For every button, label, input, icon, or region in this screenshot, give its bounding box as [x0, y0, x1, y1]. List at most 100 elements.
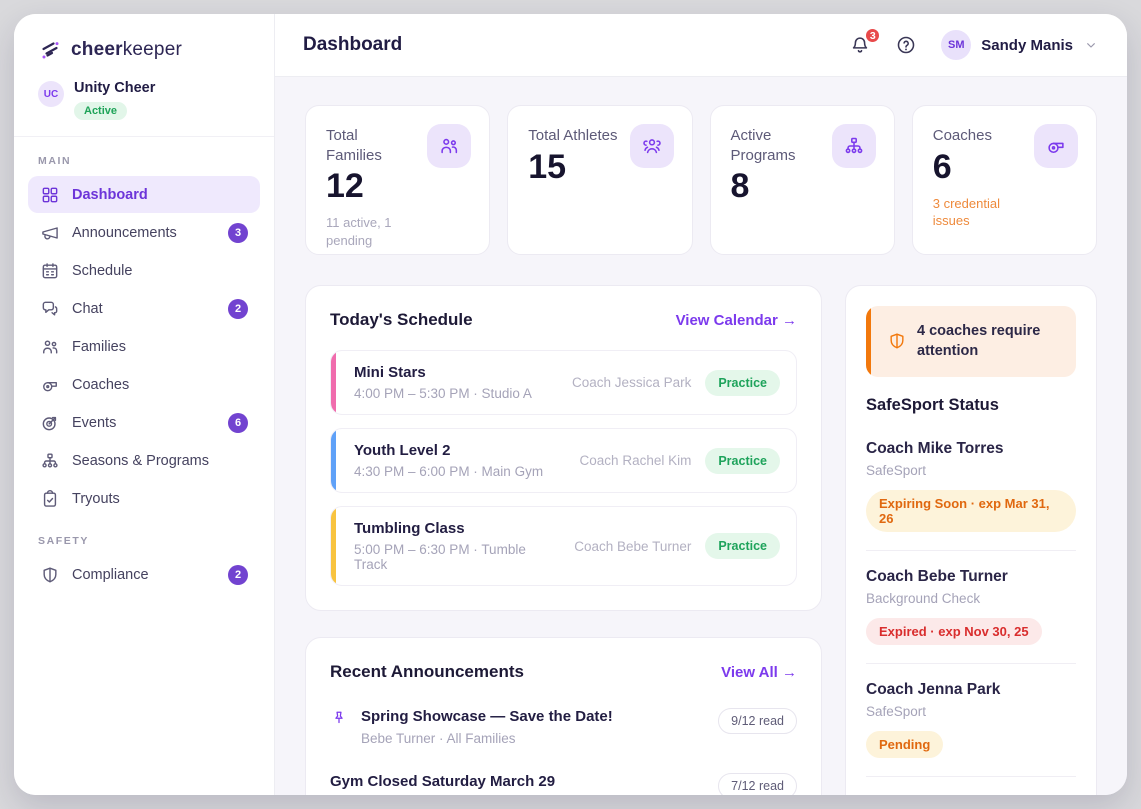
class-time-location: 5:00 PM – 6:30 PM · Tumble Track — [354, 542, 526, 572]
sidebar-item-announcements[interactable]: Announcements 3 — [28, 214, 260, 251]
class-name: Youth Level 2 — [354, 442, 451, 459]
stat-card-active-programs: Active Programs 8 — [709, 105, 895, 255]
user-menu[interactable]: SM Sandy Manis — [941, 30, 1099, 60]
class-name: Mini Stars — [354, 364, 426, 381]
brand-logo: cheerkeeper — [28, 34, 260, 66]
class-time-location: 4:30 PM – 6:00 PM · Main Gym — [354, 464, 544, 479]
credential-status-badge: Pending — [866, 730, 944, 758]
stat-value: 8 — [730, 167, 750, 205]
stat-value: 12 — [326, 167, 364, 205]
sidebar-divider — [14, 136, 274, 137]
credential-type: SafeSport — [866, 703, 927, 719]
sidebar-section-safety: SAFETY — [38, 535, 90, 547]
class-coach: Coach Bebe Turner — [574, 538, 692, 554]
chevron-down-icon — [1083, 37, 1099, 53]
sidebar-item-schedule[interactable]: Schedule — [28, 252, 260, 289]
hierarchy-icon — [40, 451, 60, 471]
sidebar: cheerkeeper UC Unity Cheer Active MAIN D… — [14, 14, 275, 795]
sidebar-item-tryouts[interactable]: Tryouts — [28, 480, 260, 517]
safesport-entry-coach-bebe-turner: Coach Bebe Turner Background Check Expir… — [866, 551, 1076, 664]
safesport-status-title: SafeSport Status — [866, 395, 999, 414]
org-status-badge: Active — [74, 102, 128, 120]
stat-label: Coaches — [932, 127, 992, 144]
sidebar-item-seasons-programs[interactable]: Seasons & Programs — [28, 442, 260, 479]
sidebar-item-families[interactable]: Families — [28, 328, 260, 365]
whistle-icon — [1034, 124, 1078, 168]
coach-name: Coach David Lee — [866, 794, 1076, 795]
megaphone-icon — [40, 223, 60, 243]
announcement-title: Spring Showcase — Save the Date! — [361, 708, 613, 725]
safesport-list: Coach Mike Torres SafeSport Expiring Soo… — [866, 423, 1076, 795]
practice-badge: Practice — [705, 369, 780, 396]
sidebar-section-main: MAIN — [38, 155, 72, 167]
count-badge: 6 — [228, 412, 248, 433]
topbar: Dashboard 3 SM Sandy Manis — [275, 14, 1127, 77]
alert-text: 4 coaches require attention — [917, 323, 1041, 360]
practice-badge: Practice — [705, 447, 780, 474]
recent-announcements-card: Recent Announcements View All → Spring S… — [305, 637, 822, 795]
chat-icon — [40, 299, 60, 319]
todays-schedule-card: Today's Schedule View Calendar → Mini St… — [305, 285, 822, 611]
coach-name: Coach Bebe Turner — [866, 567, 1008, 585]
shield-icon — [887, 331, 907, 351]
stat-subtext: 3 credential issues — [932, 195, 1000, 229]
coach-name: Coach Mike Torres — [866, 439, 1004, 457]
sidebar-item-coaches[interactable]: Coaches — [28, 366, 260, 403]
dashboard-content: Total Families 12 11 active, 1 pending T… — [275, 77, 1127, 795]
stat-label: Active Programs — [730, 127, 796, 164]
stats-row: Total Families 12 11 active, 1 pending T… — [305, 105, 1097, 255]
schedule-item-youth-level-2[interactable]: Youth Level 2 4:30 PM – 6:00 PM · Main G… — [330, 428, 797, 493]
notification-count-badge: 3 — [864, 27, 882, 44]
dashboard-grid-icon — [40, 185, 60, 205]
sidebar-item-dashboard[interactable]: Dashboard — [28, 176, 260, 213]
read-count-pill: 9/12 read — [718, 708, 797, 734]
announcement-item-gym-closed-saturday-march-29[interactable]: Gym Closed Saturday March 29 7/12 read — [330, 773, 797, 795]
stat-label: Total Families — [326, 127, 382, 164]
count-badge: 2 — [228, 564, 248, 585]
schedule-accent-bar — [331, 429, 336, 492]
app-window: cheerkeeper UC Unity Cheer Active MAIN D… — [14, 14, 1127, 795]
stat-subtext: 11 active, 1 pending — [326, 215, 392, 248]
help-button[interactable] — [895, 34, 917, 56]
clipboard-icon — [40, 489, 60, 509]
sidebar-item-chat[interactable]: Chat 2 — [28, 290, 260, 327]
credential-type: Background Check — [866, 590, 981, 606]
notifications-button[interactable]: 3 — [849, 27, 882, 56]
calendar-icon — [40, 261, 60, 281]
class-coach: Coach Rachel Kim — [579, 453, 692, 468]
schedule-item-tumbling-class[interactable]: Tumbling Class 5:00 PM – 6:30 PM · Tumbl… — [330, 506, 797, 586]
user-name: Sandy Manis — [981, 36, 1073, 54]
stat-value: 6 — [932, 147, 952, 186]
page-title: Dashboard — [303, 34, 403, 55]
main-area: Dashboard 3 SM Sandy Manis Total Familie… — [275, 14, 1127, 795]
schedule-item-mini-stars[interactable]: Mini Stars 4:00 PM – 5:30 PM · Studio A … — [330, 350, 797, 415]
practice-badge: Practice — [705, 533, 780, 559]
read-count-pill: 7/12 read — [718, 773, 797, 795]
safesport-entry-coach-mike-torres: Coach Mike Torres SafeSport Expiring Soo… — [866, 423, 1076, 551]
hierarchy-icon — [831, 124, 876, 168]
announcement-item-spring-showcase-save-the-date[interactable]: Spring Showcase — Save the Date! Bebe Tu… — [330, 708, 797, 746]
left-column: Today's Schedule View Calendar → Mini St… — [305, 285, 822, 795]
sidebar-item-compliance[interactable]: Compliance 2 — [28, 556, 260, 593]
sidebar-nav-main: Dashboard Announcements 3 Schedule Chat … — [28, 176, 260, 517]
sidebar-item-events[interactable]: Events 6 — [28, 404, 260, 441]
coaches-attention-alert: 4 coaches require attention — [866, 306, 1076, 377]
org-name: Unity Cheer — [74, 80, 156, 96]
announcement-meta: Bebe Turner · All Families — [361, 731, 516, 746]
org-avatar: UC — [38, 81, 64, 107]
bell-icon — [849, 34, 871, 56]
view-calendar-link[interactable]: View Calendar → — [675, 311, 797, 329]
shield-icon — [40, 565, 60, 585]
class-coach: Coach Jessica Park — [572, 375, 692, 390]
pin-icon — [330, 709, 348, 727]
brand-name: cheerkeeper — [71, 39, 182, 60]
credential-type: SafeSport — [866, 462, 927, 478]
announcements-title: Recent Announcements — [330, 662, 524, 681]
count-badge: 2 — [228, 298, 248, 319]
announcements-list: Spring Showcase — Save the Date! Bebe Tu… — [330, 708, 797, 795]
safesport-entry-coach-jenna-park: Coach Jenna Park SafeSport Pending — [866, 664, 1076, 777]
user-avatar: SM — [941, 30, 972, 60]
view-all-link[interactable]: View All → — [721, 663, 797, 681]
schedule-accent-bar — [331, 351, 336, 414]
stat-card-total-athletes: Total Athletes 15 — [507, 105, 693, 255]
